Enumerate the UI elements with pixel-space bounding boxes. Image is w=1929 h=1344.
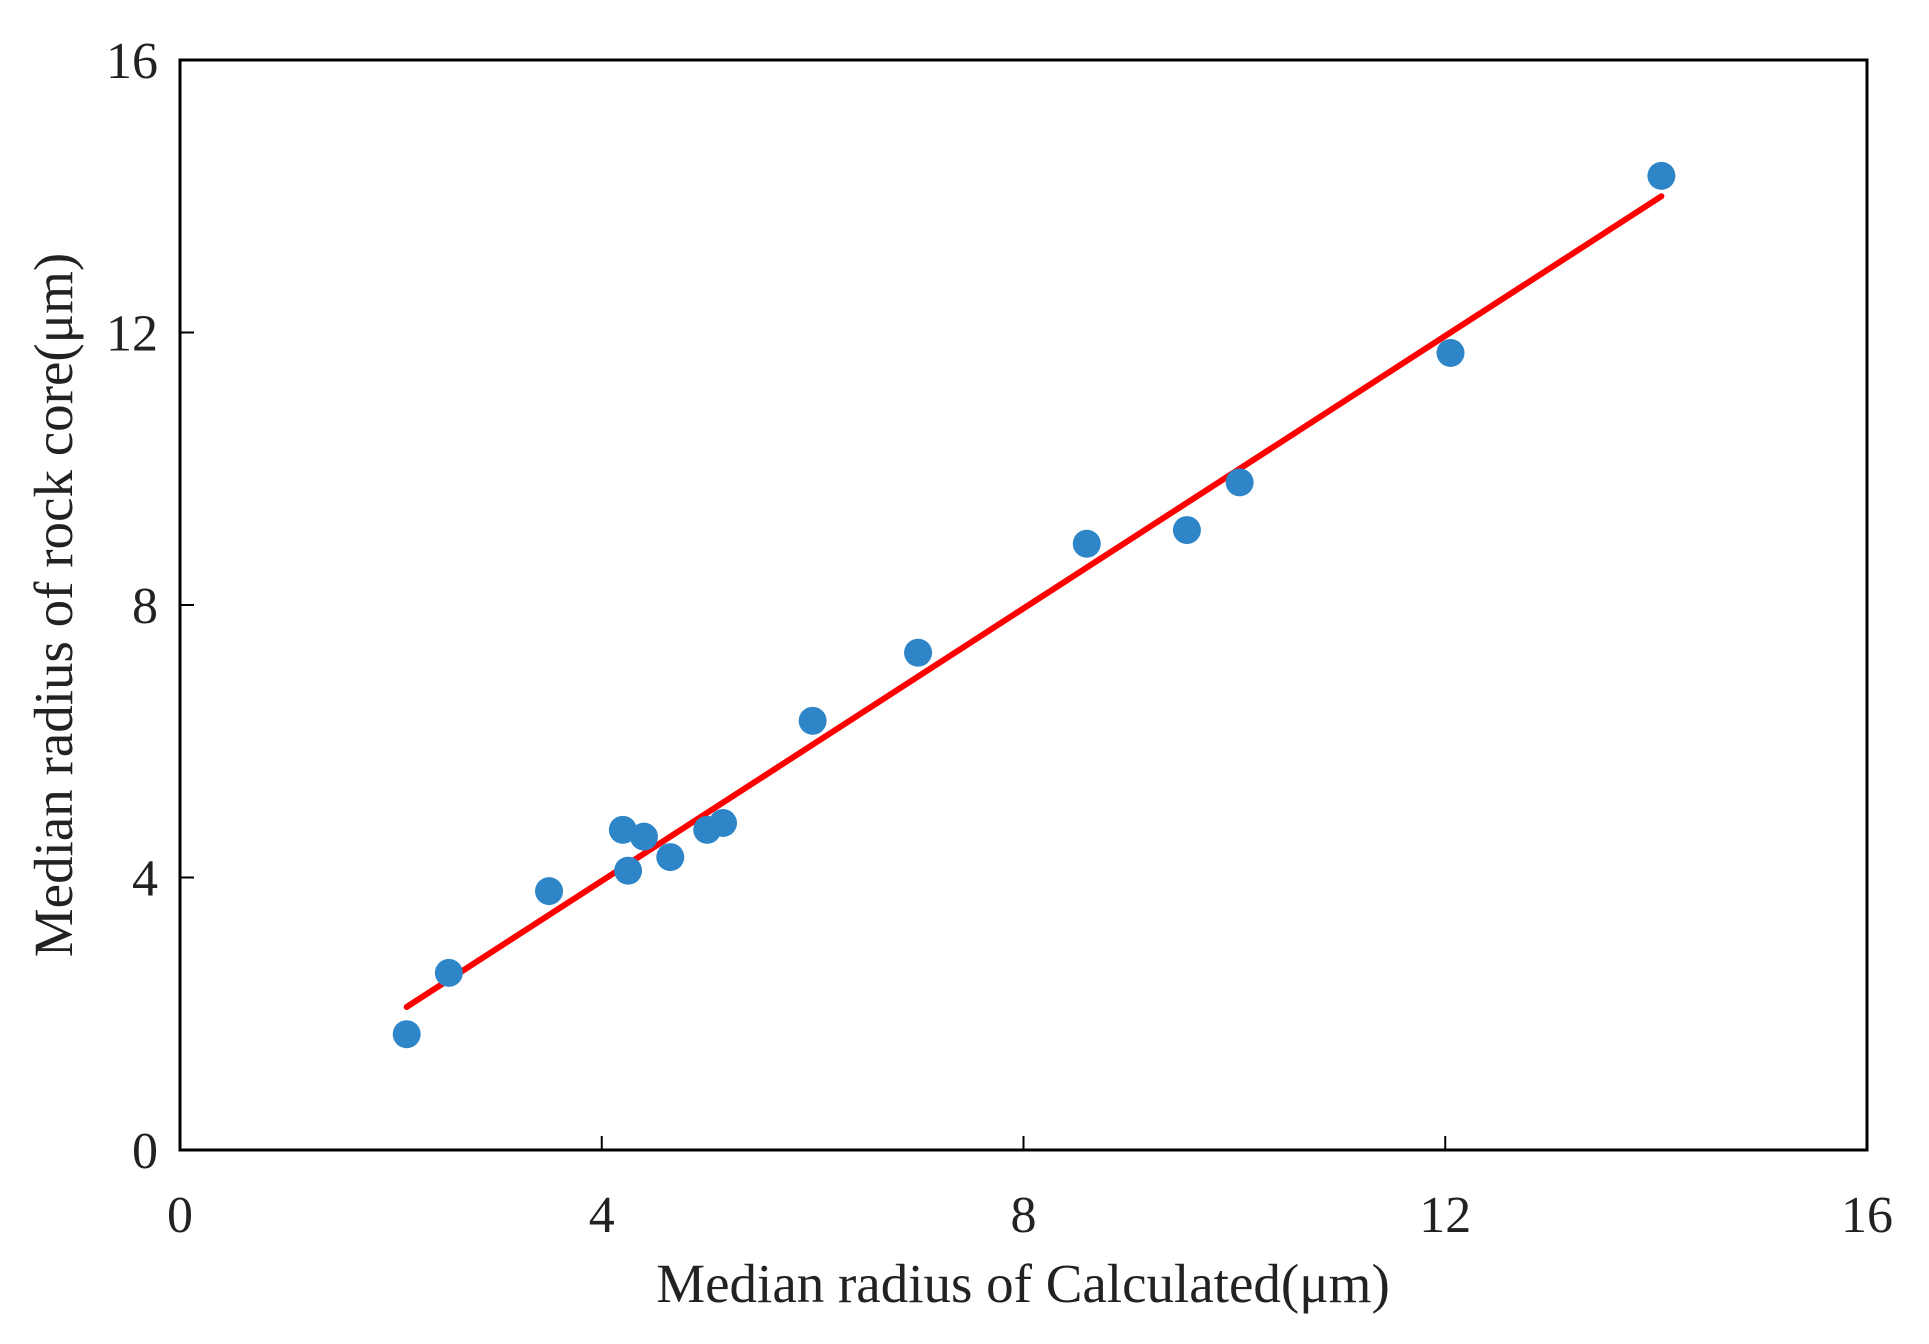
x-tick-label: 4 (589, 1187, 615, 1244)
data-point (608, 815, 637, 844)
x-tick-label: 16 (1841, 1187, 1893, 1244)
y-tick-label: 0 (132, 1123, 158, 1180)
data-point (798, 706, 827, 735)
data-point (1436, 338, 1465, 367)
x-tick-label: 12 (1419, 1187, 1471, 1244)
x-tick-label: 0 (167, 1187, 193, 1244)
data-point (1647, 161, 1676, 190)
data-point (904, 638, 933, 667)
y-tick-label: 12 (106, 306, 158, 363)
data-point (614, 856, 643, 885)
data-point (434, 958, 463, 987)
data-point (392, 1020, 421, 1049)
y-tick-label: 8 (132, 578, 158, 635)
x-tick-label: 8 (1011, 1187, 1037, 1244)
y-axis-ticks: 0 4 8 12 16 (106, 33, 194, 1180)
x-axis-ticks: 0 4 8 12 16 (167, 1136, 1893, 1244)
y-tick-label: 16 (106, 33, 158, 90)
data-point (1072, 529, 1101, 558)
data-point (1172, 516, 1201, 545)
data-point (1225, 468, 1254, 497)
data-point (535, 877, 564, 906)
data-points-layer (392, 161, 1676, 1049)
data-point (656, 843, 685, 872)
data-point (709, 809, 738, 837)
x-axis-title: Median radius of Calculated(μm) (656, 1253, 1390, 1314)
y-axis-title: Median radius of rock core(μm) (23, 253, 84, 958)
data-point (629, 822, 658, 851)
y-tick-label: 4 (132, 851, 158, 908)
